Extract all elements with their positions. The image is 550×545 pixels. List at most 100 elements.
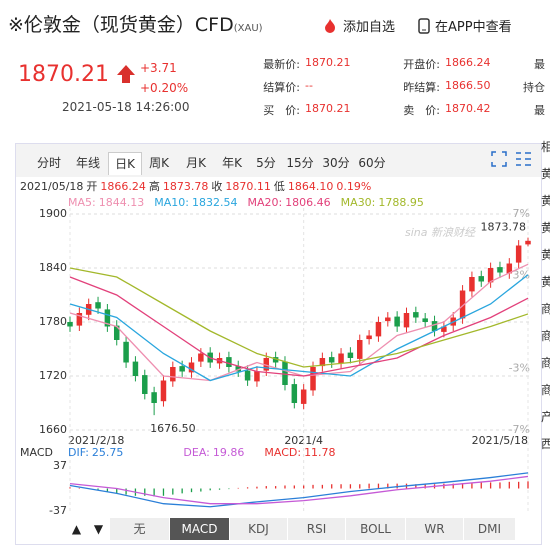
- legend-name: MA30:: [341, 196, 376, 209]
- candle-body: [431, 321, 438, 331]
- candle-body: [235, 366, 241, 372]
- indicator-tab[interactable]: RSI: [288, 518, 346, 540]
- candle-body: [385, 317, 391, 322]
- tab[interactable]: 月K: [186, 156, 206, 170]
- field-label: 结算价:: [263, 81, 300, 94]
- tool-icons[interactable]: [490, 150, 535, 168]
- indicator-tab[interactable]: ▲: [66, 518, 88, 540]
- watermark: sina 新浪财经: [405, 226, 476, 239]
- candle-body: [375, 322, 382, 337]
- candle-body: [441, 326, 447, 332]
- sidebar-item: 商: [541, 383, 550, 397]
- candle-body: [497, 267, 503, 273]
- field-label: 最新价:: [263, 58, 300, 71]
- indicator-tab[interactable]: WR: [406, 518, 464, 540]
- y2-tick-label: 7%: [513, 207, 530, 220]
- icon: [418, 17, 430, 34]
- candle-body: [67, 322, 73, 327]
- tab[interactable]: 15分: [286, 156, 314, 170]
- legend-name: MA10:: [154, 196, 189, 209]
- legend-name: MA20:: [247, 196, 282, 209]
- macd-tick-label: 37: [53, 459, 67, 472]
- candle-body: [478, 276, 485, 282]
- indicator-tab[interactable]: DMI: [464, 518, 516, 540]
- sidebar-item: 相: [541, 140, 550, 154]
- candle-body: [366, 335, 372, 340]
- candle-body: [469, 277, 475, 292]
- min-label: 1676.50: [150, 422, 196, 435]
- indicator-tab[interactable]: ▼: [88, 518, 110, 540]
- y-tick-label: 1780: [39, 315, 67, 328]
- field-value: --: [305, 79, 313, 92]
- tab[interactable]: 分时: [36, 156, 61, 170]
- legend-value: 1844.13: [99, 196, 145, 209]
- tab[interactable]: 日K: [108, 152, 142, 175]
- candle-body: [160, 380, 167, 402]
- sidebar-item: 商: [541, 302, 550, 316]
- candle-body: [244, 370, 251, 381]
- indicator-tab[interactable]: MACD: [170, 518, 230, 540]
- indicator-tab[interactable]: 无: [110, 518, 170, 540]
- candle-body: [95, 302, 101, 309]
- candle-body: [459, 290, 466, 319]
- candle-body: [357, 340, 363, 359]
- legend-name: DIF:: [68, 446, 89, 459]
- tab[interactable]: 60分: [358, 156, 386, 170]
- info-item: 1864.10: [288, 180, 334, 193]
- sidebar-item: 商: [541, 329, 550, 343]
- candle-body: [132, 361, 139, 376]
- chart-box: [15, 143, 542, 545]
- tab[interactable]: 周K: [149, 156, 169, 170]
- candle-body: [179, 366, 185, 372]
- y-tick-label: 1840: [39, 261, 67, 274]
- candle-body: [188, 362, 195, 373]
- y-tick-label: 1720: [39, 369, 67, 382]
- candle-body: [198, 353, 204, 362]
- sidebar-item: 黄: [541, 221, 550, 235]
- open-app[interactable]: 在APP中查看: [418, 16, 512, 35]
- x-tick-label: 2021/5/18: [472, 434, 528, 447]
- sidebar-item: 黄: [541, 275, 550, 289]
- field-value: 1866.50: [445, 79, 491, 92]
- info-item: 高: [149, 179, 160, 193]
- field-value: 1870.21: [305, 102, 351, 115]
- tab[interactable]: 5分: [256, 156, 276, 170]
- candle-body: [300, 389, 307, 404]
- y2-tick-label: -7%: [509, 423, 530, 436]
- field-label: 持仓: [523, 81, 545, 94]
- candle-body: [226, 357, 232, 367]
- sidebar-item: 产: [541, 410, 550, 424]
- info-item: 0.19%: [336, 180, 371, 193]
- info-item: 收: [211, 179, 222, 193]
- field-label: 昨结算:: [403, 81, 440, 94]
- legend-value: 1832.54: [192, 196, 238, 209]
- tab[interactable]: 年线: [75, 156, 100, 170]
- field-label: 最: [534, 104, 545, 117]
- x-tick-label: 2021/2/18: [68, 434, 124, 447]
- macd-title: MACD: [20, 446, 53, 459]
- candle-body: [394, 316, 400, 327]
- candle-body: [272, 357, 279, 363]
- info-item: 低: [274, 180, 285, 193]
- candle-body: [310, 367, 316, 391]
- candle-body: [282, 361, 288, 385]
- change-value: +3.71: [140, 61, 177, 75]
- sidebar-item: 商: [541, 356, 550, 370]
- add-watch[interactable]: 添加自选: [322, 16, 395, 35]
- indicator-tab[interactable]: BOLL: [346, 518, 406, 540]
- tab[interactable]: 年K: [222, 156, 242, 170]
- candle-body: [403, 313, 410, 328]
- legend-name: MACD:: [264, 446, 301, 459]
- code: (XAU): [233, 23, 263, 34]
- tab[interactable]: 30分: [322, 156, 350, 170]
- candle-body: [328, 357, 335, 363]
- ma-line: [69, 276, 529, 377]
- macd-line: [69, 475, 529, 505]
- indicator-tab[interactable]: KDJ: [230, 518, 288, 540]
- candle-body: [151, 392, 157, 403]
- candle-body: [422, 318, 428, 322]
- legend-value: 1806.46: [285, 196, 331, 209]
- info-item: 1873.78: [163, 180, 209, 193]
- max-label: 1873.78: [481, 221, 527, 234]
